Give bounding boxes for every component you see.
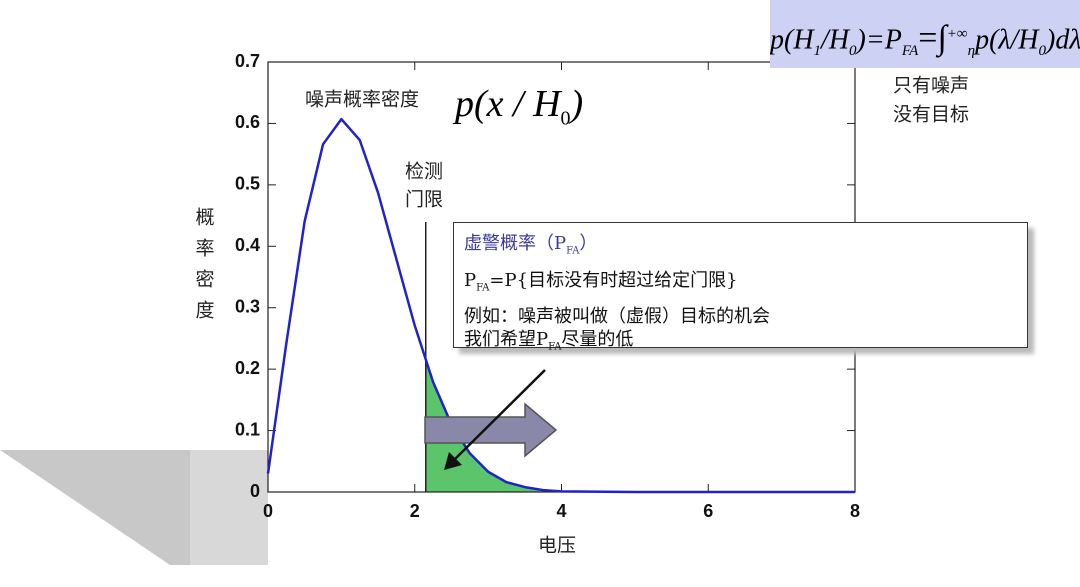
side-note: 没有目标 (893, 104, 969, 126)
curve-label-part: p(x / H (455, 83, 561, 125)
x-tick-label: 4 (556, 501, 566, 521)
x-axis-label: 电压 (538, 535, 576, 557)
text: P (464, 269, 477, 291)
shadow-decoration (190, 450, 268, 565)
text: 我们希望P (464, 329, 549, 351)
formula-part: =∫ (918, 19, 947, 57)
side-note: 只有噪声 (893, 75, 969, 97)
pointer-arrowhead (444, 452, 462, 470)
shadow-decoration (0, 450, 190, 565)
formula-part: 0 (849, 42, 857, 59)
y-tick-label: 0.6 (235, 112, 260, 132)
y-tick-label: 0.5 (235, 174, 260, 194)
box-title: 虚警概率（PFA） (464, 229, 1017, 266)
y-tick-label: 0.1 (235, 419, 260, 439)
formula-part: 1 (813, 42, 822, 59)
box-line: 例如：噪声被叫做（虚假）目标的机会 (464, 306, 770, 328)
text: FA (566, 245, 580, 257)
y-axis-label: 率 (195, 238, 214, 260)
formula-part: /H (821, 24, 850, 56)
box-line: PFA=P{目标没有时超过给定门限} (464, 266, 1017, 303)
formula-part: FA (901, 42, 919, 59)
y-tick-label: 0.7 (235, 51, 260, 71)
curve-label: p(x / H0) (455, 82, 583, 131)
formula-part: +∞ (946, 26, 968, 42)
y-tick-label: 0.2 (235, 358, 260, 378)
curve-label-part: 0 (560, 107, 571, 130)
y-tick-label: 0.3 (235, 296, 260, 316)
formula-part: )=P (856, 24, 902, 56)
text: 尽量的低 (561, 329, 634, 351)
x-tick-label: 8 (850, 501, 860, 521)
formula-part: 0 (1038, 42, 1047, 59)
formula-part: p(λ/H (975, 24, 1039, 56)
exceedance-area (425, 359, 855, 492)
pointer-arrow (451, 369, 546, 463)
series-label: 噪声概率密度 (305, 89, 419, 111)
y-tick-label: 0 (250, 481, 260, 501)
formula-part: η (967, 42, 976, 59)
threshold-label: 检测 (405, 161, 443, 183)
threshold-label: 门限 (405, 189, 443, 211)
annotation-box: 虚警概率（PFA） PFA=P{目标没有时超过给定门限} 例如：噪声被叫做（虚假… (453, 222, 1028, 353)
direction-arrow (424, 402, 558, 458)
y-axis-label: 度 (195, 300, 214, 322)
y-axis-label: 概 (195, 207, 214, 229)
text: =P{目标没有时超过给定门限} (489, 269, 738, 291)
formula-part: p(H (770, 24, 814, 56)
x-tick-label: 2 (410, 501, 420, 521)
x-tick-label: 6 (703, 501, 713, 521)
x-tick-label: 0 (263, 501, 273, 521)
text: FA (476, 282, 490, 294)
y-axis-label: 密 (195, 269, 214, 291)
box-line: 我们希望PFA尽量的低 (464, 325, 1017, 362)
text: 虚警概率（P (464, 233, 567, 254)
y-tick-label: 0.4 (235, 235, 260, 255)
formula: p(H1/H0)=PFA=∫+∞ηp(λ/H0)dλ (770, 0, 1080, 68)
text: FA (548, 341, 562, 353)
formula-part: )dλ (1046, 24, 1080, 56)
text: ） (579, 233, 598, 254)
curve-label-part: ) (570, 83, 584, 125)
